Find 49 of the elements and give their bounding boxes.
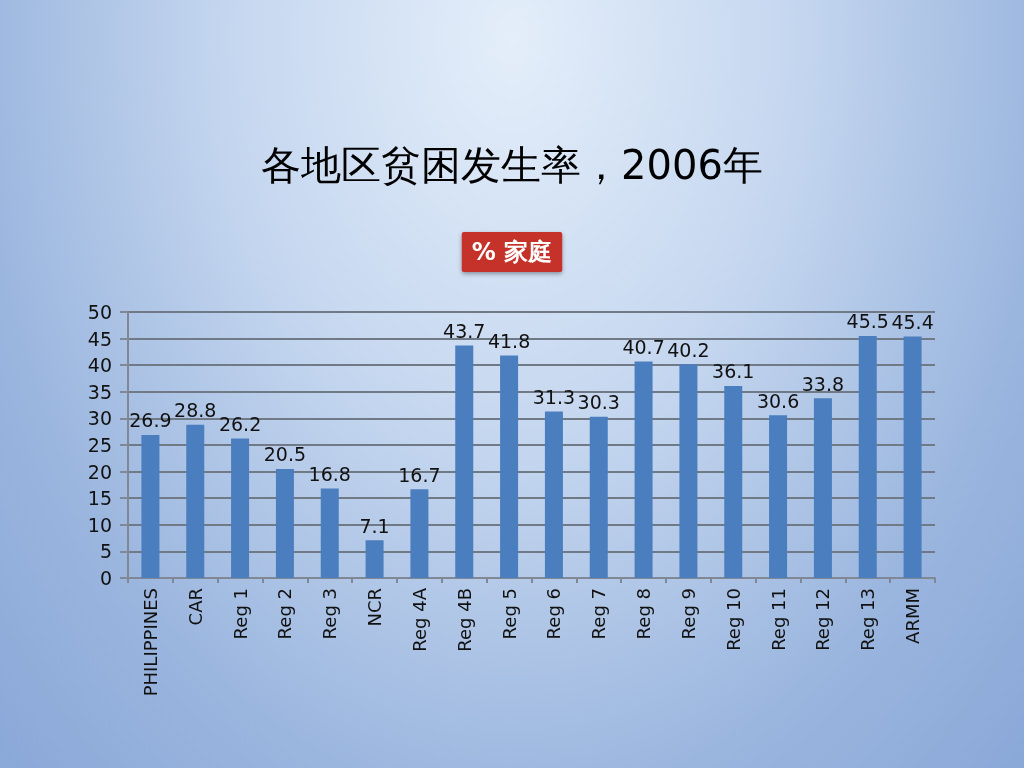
- chart-title: 各地区贫困发生率，2006年: [261, 142, 763, 188]
- data-label: 45.5: [846, 310, 889, 333]
- x-tick-label: Reg 10: [722, 588, 744, 651]
- data-label: 16.7: [398, 463, 441, 486]
- y-tick-label: 10: [87, 513, 112, 536]
- data-label: 30.3: [577, 391, 620, 414]
- data-label: 36.1: [712, 360, 755, 383]
- x-tick-label: Reg 4A: [408, 587, 430, 652]
- x-tick-label: Reg 12: [812, 588, 834, 651]
- x-tick-label: Reg 8: [633, 588, 655, 640]
- y-tick-label: 45: [87, 327, 112, 350]
- chart-subtitle: % 家庭: [471, 238, 553, 266]
- x-tick-label: Reg 6: [543, 588, 565, 640]
- y-tick-label: 20: [87, 460, 112, 483]
- y-tick-label: 0: [99, 567, 112, 589]
- data-label: 41.8: [487, 330, 531, 353]
- data-label: 40.7: [622, 335, 665, 358]
- x-tick-label: Reg 1: [229, 588, 251, 640]
- y-tick-label: 50: [87, 301, 112, 323]
- x-tick-label: ARMM: [902, 588, 924, 644]
- data-label: 7.1: [359, 514, 390, 537]
- x-tick-label: Reg 2: [274, 588, 296, 640]
- data-label: 31.3: [532, 385, 576, 408]
- x-tick-label: Reg 13: [857, 588, 879, 651]
- data-label: 43.7: [443, 320, 486, 343]
- data-label: 33.8: [801, 372, 845, 395]
- data-label: 28.8: [174, 399, 217, 422]
- data-label: 40.2: [667, 338, 710, 361]
- y-tick-label: 35: [87, 380, 112, 403]
- data-label: 16.8: [308, 463, 351, 486]
- x-tick-label: Reg 9: [677, 588, 699, 640]
- data-label: 26.9: [129, 409, 172, 432]
- x-tick-label: Reg 7: [588, 588, 610, 640]
- y-tick-label: 40: [87, 354, 112, 377]
- data-label: 20.5: [263, 443, 307, 466]
- x-tick-label: Reg 5: [498, 588, 520, 640]
- y-tick-label: 25: [87, 434, 112, 456]
- y-tick-label: 30: [87, 407, 112, 430]
- x-tick-label: PHILIPPINES: [139, 588, 161, 697]
- x-tick-label: Reg 11: [767, 588, 789, 651]
- y-tick-label: 15: [87, 487, 112, 510]
- data-label: 30.6: [756, 389, 800, 412]
- data-label: 26.2: [218, 413, 262, 436]
- x-tick-label: NCR: [364, 588, 386, 627]
- x-tick-label: Reg 4B: [453, 588, 475, 652]
- data-label: 45.4: [891, 310, 934, 333]
- y-tick-label: 5: [99, 540, 112, 563]
- x-tick-label: Reg 3: [319, 588, 341, 640]
- x-tick-label: CAR: [184, 588, 206, 626]
